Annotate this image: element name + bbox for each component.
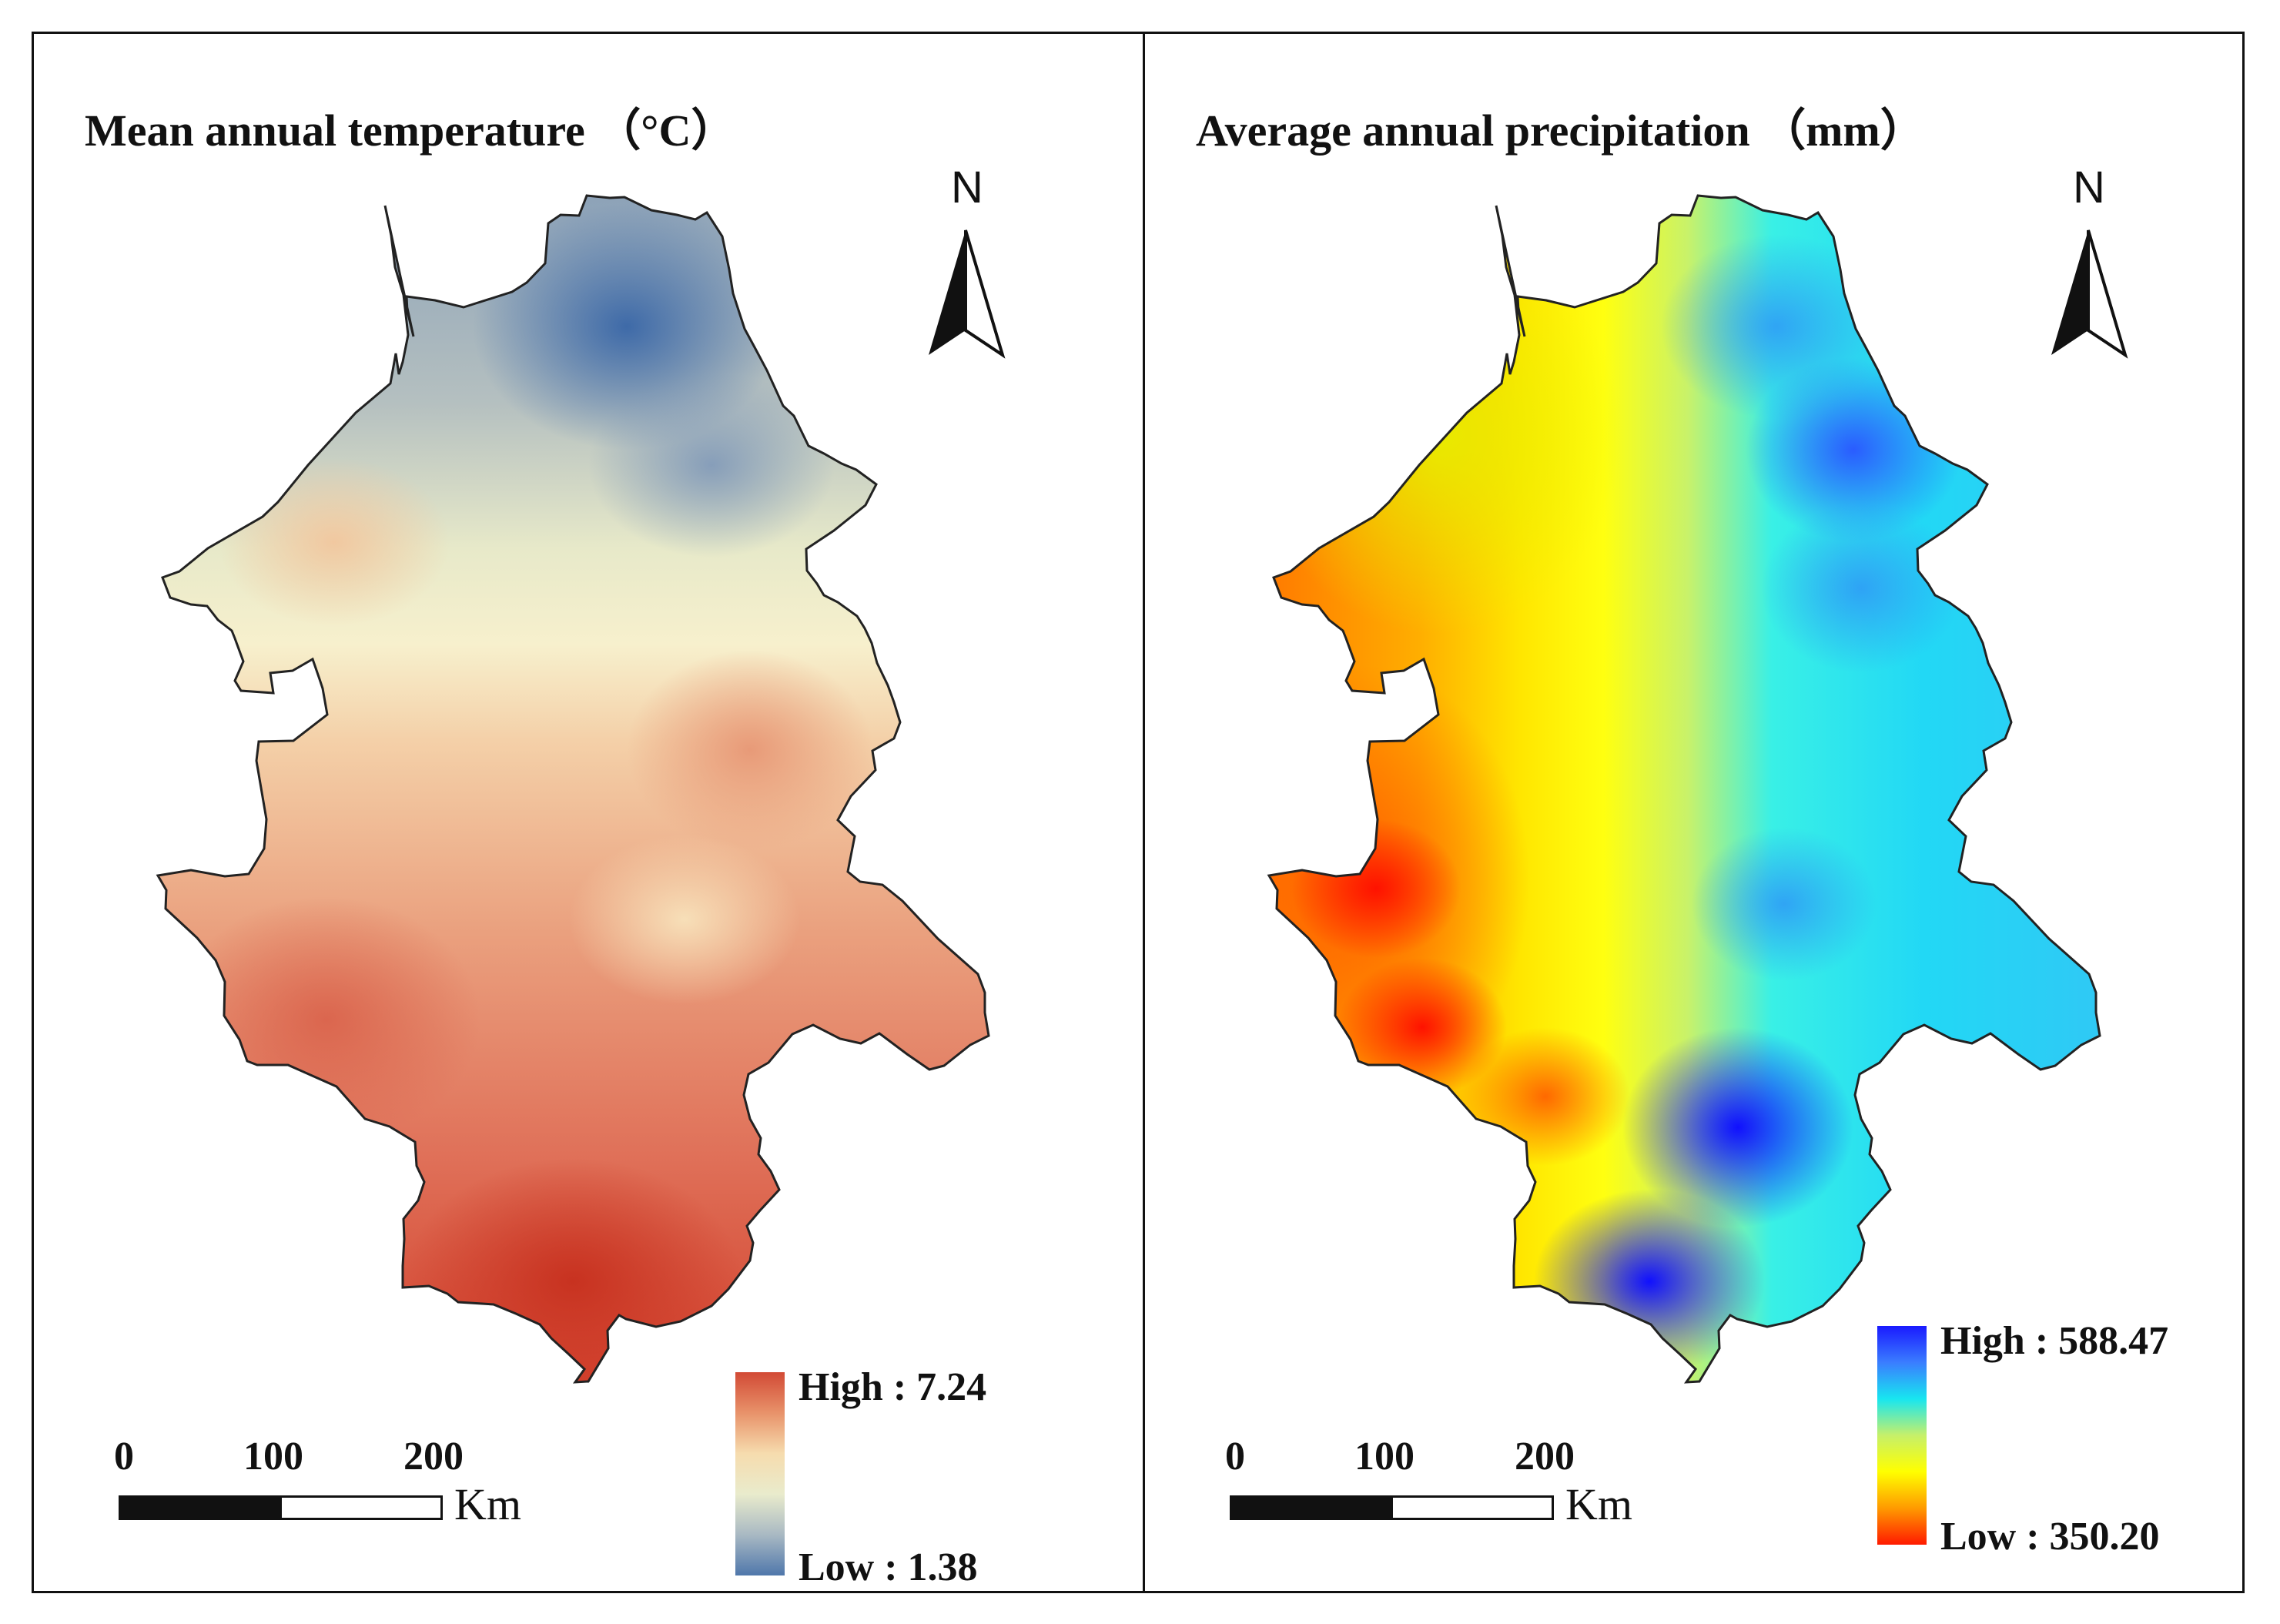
temperature-panel: Mean annual temperature （°C） N 0 100 200…	[34, 34, 1143, 1591]
figure-frame	[32, 32, 2245, 1593]
scale-segment-black	[119, 1495, 282, 1520]
scale-unit: Km	[1565, 1479, 1632, 1529]
legend-low-label: Low : 1.38	[799, 1545, 978, 1589]
legend-high-label: High : 588.47	[1940, 1319, 2169, 1363]
scale-segment-white	[1391, 1495, 1554, 1520]
legend-high-label: High : 7.24	[799, 1365, 987, 1409]
scale-tick-100: 100	[243, 1435, 303, 1478]
scale-tick-0: 0	[1225, 1435, 1245, 1478]
north-label: N	[2073, 162, 2105, 213]
north-label: N	[951, 162, 983, 213]
scale-unit: Km	[454, 1479, 521, 1529]
legend-low-label: Low : 350.20	[1940, 1515, 2160, 1559]
temperature-title: Mean annual temperature （°C）	[85, 105, 736, 156]
north-arrow-icon	[2051, 229, 2128, 359]
north-arrow-icon	[929, 229, 1006, 359]
precipitation-panel: Average annual precipitation （mm） N 0 10…	[1145, 34, 2242, 1591]
precipitation-map	[1267, 194, 2128, 1384]
precipitation-legend: High : 588.47 Low : 350.20	[1877, 1312, 2201, 1574]
scale-tick-200: 200	[403, 1435, 464, 1478]
scale-bar: 0 100 200 Km	[114, 1434, 521, 1534]
temperature-legend: High : 7.24 Low : 1.38	[735, 1358, 1043, 1589]
scale-tick-200: 200	[1515, 1435, 1575, 1478]
precipitation-title: Average annual precipitation （mm）	[1196, 105, 1925, 156]
scale-tick-100: 100	[1354, 1435, 1415, 1478]
scale-segment-black	[1230, 1495, 1393, 1520]
legend-color-ramp	[1877, 1326, 1927, 1545]
scale-bar: 0 100 200 Km	[1225, 1434, 1632, 1534]
north-indicator: N	[2043, 165, 2135, 211]
legend-color-ramp	[735, 1372, 785, 1575]
panel-divider	[1143, 32, 1145, 1593]
north-indicator: N	[921, 165, 1013, 211]
scale-tick-0: 0	[114, 1435, 134, 1478]
scale-segment-white	[280, 1495, 443, 1520]
temperature-map	[156, 194, 1006, 1384]
